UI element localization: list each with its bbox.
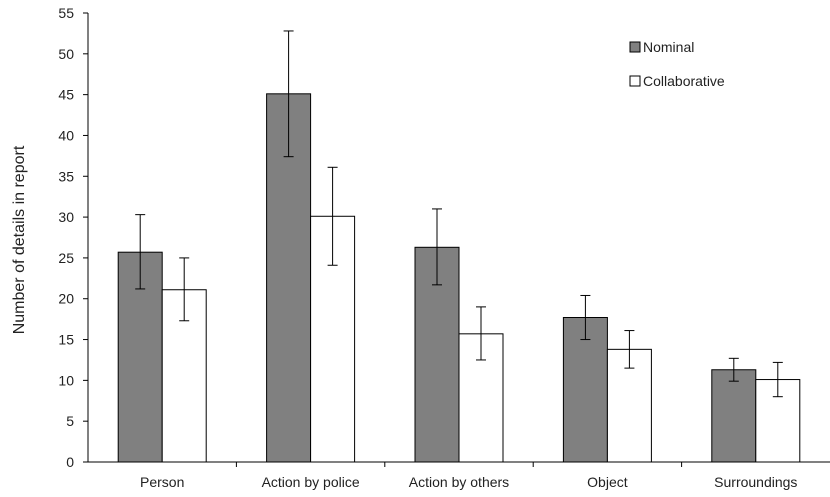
- y-tick-label: 25: [58, 250, 74, 266]
- y-tick-label: 20: [58, 291, 74, 307]
- y-tick-label: 45: [58, 87, 74, 103]
- y-axis-title: Number of details in report: [11, 145, 28, 334]
- legend-label-collaborative: Collaborative: [643, 73, 725, 89]
- y-tick-label: 5: [66, 413, 74, 429]
- error-bars: [135, 30, 783, 398]
- y-tick-label: 55: [58, 5, 74, 21]
- x-tick-label-person: Person: [140, 474, 184, 490]
- y-tick-label: 50: [58, 46, 74, 62]
- legend-swatch-nominal: [629, 41, 641, 53]
- x-tick-label-action-by-police: Action by police: [262, 474, 360, 490]
- legend-label-nominal: Nominal: [643, 39, 694, 55]
- y-tick-label: 30: [58, 209, 74, 225]
- bars: [117, 93, 801, 463]
- x-tick-label-surroundings: Surroundings: [714, 474, 797, 490]
- x-tick-label-action-by-others: Action by others: [409, 474, 509, 490]
- x-tick-label-object: Object: [587, 474, 628, 490]
- y-tick-label: 35: [58, 168, 74, 184]
- legend: Nominal Collaborative: [629, 39, 725, 89]
- y-tick-label: 10: [58, 372, 74, 388]
- y-tick-label: 0: [66, 454, 74, 470]
- bar-nominal-object: [562, 317, 608, 463]
- bar-nominal-surroundings: [711, 369, 757, 463]
- y-axis: 0 5 10 15 20 25 30 35 40 45 50 55: [58, 5, 89, 470]
- x-axis: Person Action by police Action by others Ob…: [88, 461, 830, 490]
- y-tick-label: 15: [58, 332, 74, 348]
- y-tick-label: 40: [58, 127, 74, 143]
- legend-swatch-collaborative: [629, 75, 641, 87]
